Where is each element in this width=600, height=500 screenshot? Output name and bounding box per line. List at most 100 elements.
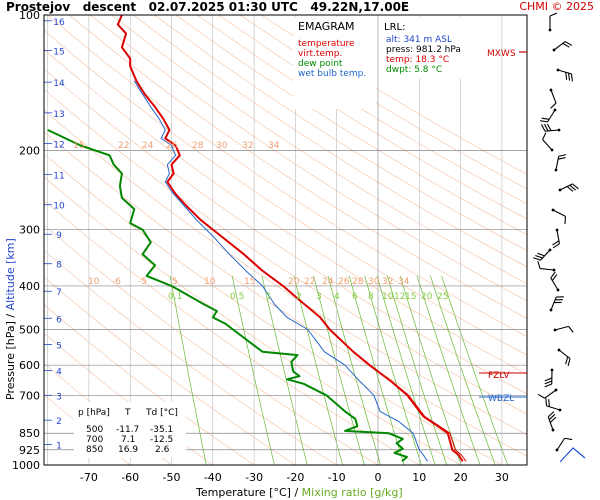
wind-barb-feather [544,380,553,385]
temperature-tick-label: -50 [163,471,181,484]
level-table: p [hPa] T Td [°C] 500 -11.7 -35.1 700 7.… [74,402,186,458]
mixing-ratio-line [231,275,275,465]
altitude-tick-label: 8 [56,261,62,271]
mixing-ratio-line [327,275,381,465]
mixing-label-lower: 10 [382,292,394,302]
wind-barb [544,368,554,388]
wind-barb-dot [554,388,558,392]
wind-barb-dot [549,88,553,92]
mixing-ratio-line [169,275,207,465]
mixing-label-lower: 0.5 [230,292,244,302]
table-cell: 500 [86,425,103,435]
temperature-tick-label: -40 [204,471,222,484]
wind-barb-staff [550,89,557,104]
table-cell: 2.6 [155,445,170,455]
dry-adiabat [175,15,527,235]
temperature-tick-label: 10 [412,471,426,484]
wind-barb-feather [547,411,555,418]
dry-adiabat [47,15,527,337]
wind-barb-feather [549,12,558,17]
y-axis-title: Pressure [hPa] / Altitude [km] [4,238,17,400]
wind-barb [552,228,560,249]
wind-barb-dot [549,308,553,312]
table-cell: 850 [86,445,103,455]
mixing-label-lower: 3 [316,292,322,302]
wind-barb-feather [565,72,568,80]
wind-barb-dot [550,148,554,152]
table-cell: -12.5 [150,435,173,445]
wind-barb-dot [552,48,556,52]
wind-barb-dot [556,68,560,72]
pressure-tick-label: 500 [19,324,40,337]
wind-barb [542,132,554,152]
temperature-tick-label: -20 [286,471,304,484]
wind-barb-feather [548,414,556,421]
wind-barb-feather [553,301,562,304]
wind-barb-staff [556,229,560,244]
wind-barb [551,208,567,224]
wind-barb-staff [552,209,566,217]
mixing-label-mid: 30 [368,277,380,287]
dry-adiabat [44,48,527,375]
mixing-ratio-line [376,275,436,465]
wind-barb-feather [552,243,560,249]
wind-barb [537,388,558,399]
table-cell: 7.1 [121,435,135,445]
wind-barb-dot [548,28,552,32]
mixing-label-lower: 15 [405,292,416,302]
series-virt-temp [390,380,467,462]
wind-barb-dot [551,428,555,432]
altitude-tick-label: 4 [56,368,62,378]
wind-barb-feather [545,398,548,406]
mixing-label-mid: 28 [352,277,364,287]
x-axis-title: Temperature [°C] / Mixing ratio [g/kg] [195,486,403,499]
sounding-mode: descent [82,0,137,14]
pressure-tick-label: 925 [19,444,40,457]
wind-barb-feather [566,186,574,192]
mixing-label-mid: -6 [112,277,121,287]
mixing-ratio-line [430,275,496,465]
wind-barb-dot [553,108,557,112]
mixing-label-lower: 4 [334,292,340,302]
lrl-alt: alt: 341 m ASL [386,35,452,45]
altitude-tick-label: 10 [53,202,65,212]
mixing-label-upper: 22 [118,141,129,151]
mixing-label-lower: 2 [296,292,302,302]
wind-barb-staff [555,156,560,171]
wind-barb [550,271,560,292]
wind-barb-staff [550,296,557,311]
mixing-label-lower: 0.1 [168,292,182,302]
wind-barb-feather [543,123,549,132]
wind-barb [540,123,561,132]
x-axis-label-mixing: Mixing ratio [g/kg] [302,486,403,499]
altitude-tick-label: 16 [53,18,65,28]
wind-barb-feather [565,356,569,365]
mixing-label-upper: 24 [142,141,154,151]
legend-title: EMAGRAM [298,20,355,33]
wind-barb-feather [549,416,557,423]
wind-barb-dot [558,188,562,192]
mixing-label-lower: 25 [437,292,448,302]
altitude-tick-label: 15 [53,48,64,58]
mixing-label-upper: 26 [166,141,178,151]
lrl-temp: temp: 18.3 °C [386,55,449,65]
mixing-label-mid: 26 [338,277,350,287]
mxws-label: MXWS [487,49,516,59]
altitude-tick-label: 11 [53,171,64,181]
altitude-tick-label: 14 [53,79,65,89]
wind-barb-dot [552,268,556,272]
pressure-tick-label: 100 [19,9,40,22]
wind-barb-feather [564,216,567,224]
temperature-tick-label: 30 [495,471,509,484]
altitude-tick-label: 1 [56,441,62,451]
plot-frame [43,14,528,466]
table-cell: 16.9 [118,445,138,455]
wind-barb [553,325,574,333]
wind-barb-feather [539,120,548,123]
wind-barb-feather [564,41,573,46]
wind-barb-staff [553,41,566,51]
pressure-tick-label: 850 [19,427,40,440]
wind-barb-dot [554,168,558,172]
mixing-label-upper: 30 [216,141,228,151]
fzlv-label: FZLV [488,371,510,381]
